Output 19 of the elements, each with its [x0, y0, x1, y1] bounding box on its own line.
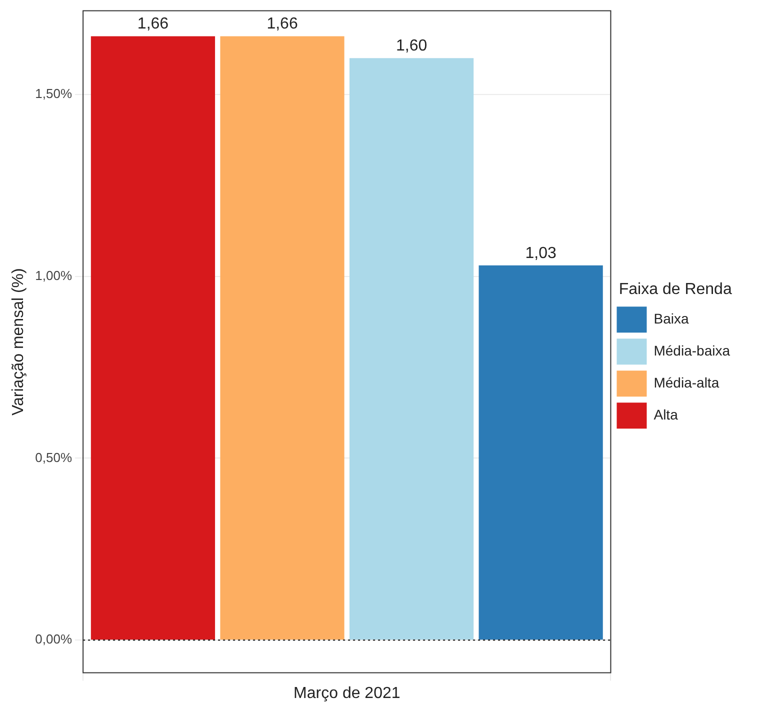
bar: [90, 36, 216, 640]
bar: [220, 36, 344, 640]
y-tick-label: 1,50%: [35, 86, 72, 102]
legend-label: Alta: [654, 406, 678, 422]
data-label: 1,60: [396, 37, 428, 54]
y-tick-label: 0,00%: [35, 632, 72, 647]
legend-label: Baixa: [654, 310, 689, 326]
legend-label: Média-baixa: [654, 342, 730, 358]
bar: [478, 265, 603, 640]
legend-title: Faixa de Renda: [618, 280, 732, 298]
data-label: 1,66: [266, 16, 298, 33]
bar: [349, 58, 474, 640]
y-tick-label: 1,00%: [35, 268, 72, 283]
y-tick-label: 0,50%: [35, 450, 72, 465]
data-label: 1,66: [137, 16, 169, 33]
legend-label: Média-alta: [654, 374, 720, 390]
data-label: 1,03: [525, 244, 556, 262]
x-tick-label: Março de 2021: [294, 684, 400, 702]
y-axis-title: Variação mensal (%): [10, 268, 28, 416]
